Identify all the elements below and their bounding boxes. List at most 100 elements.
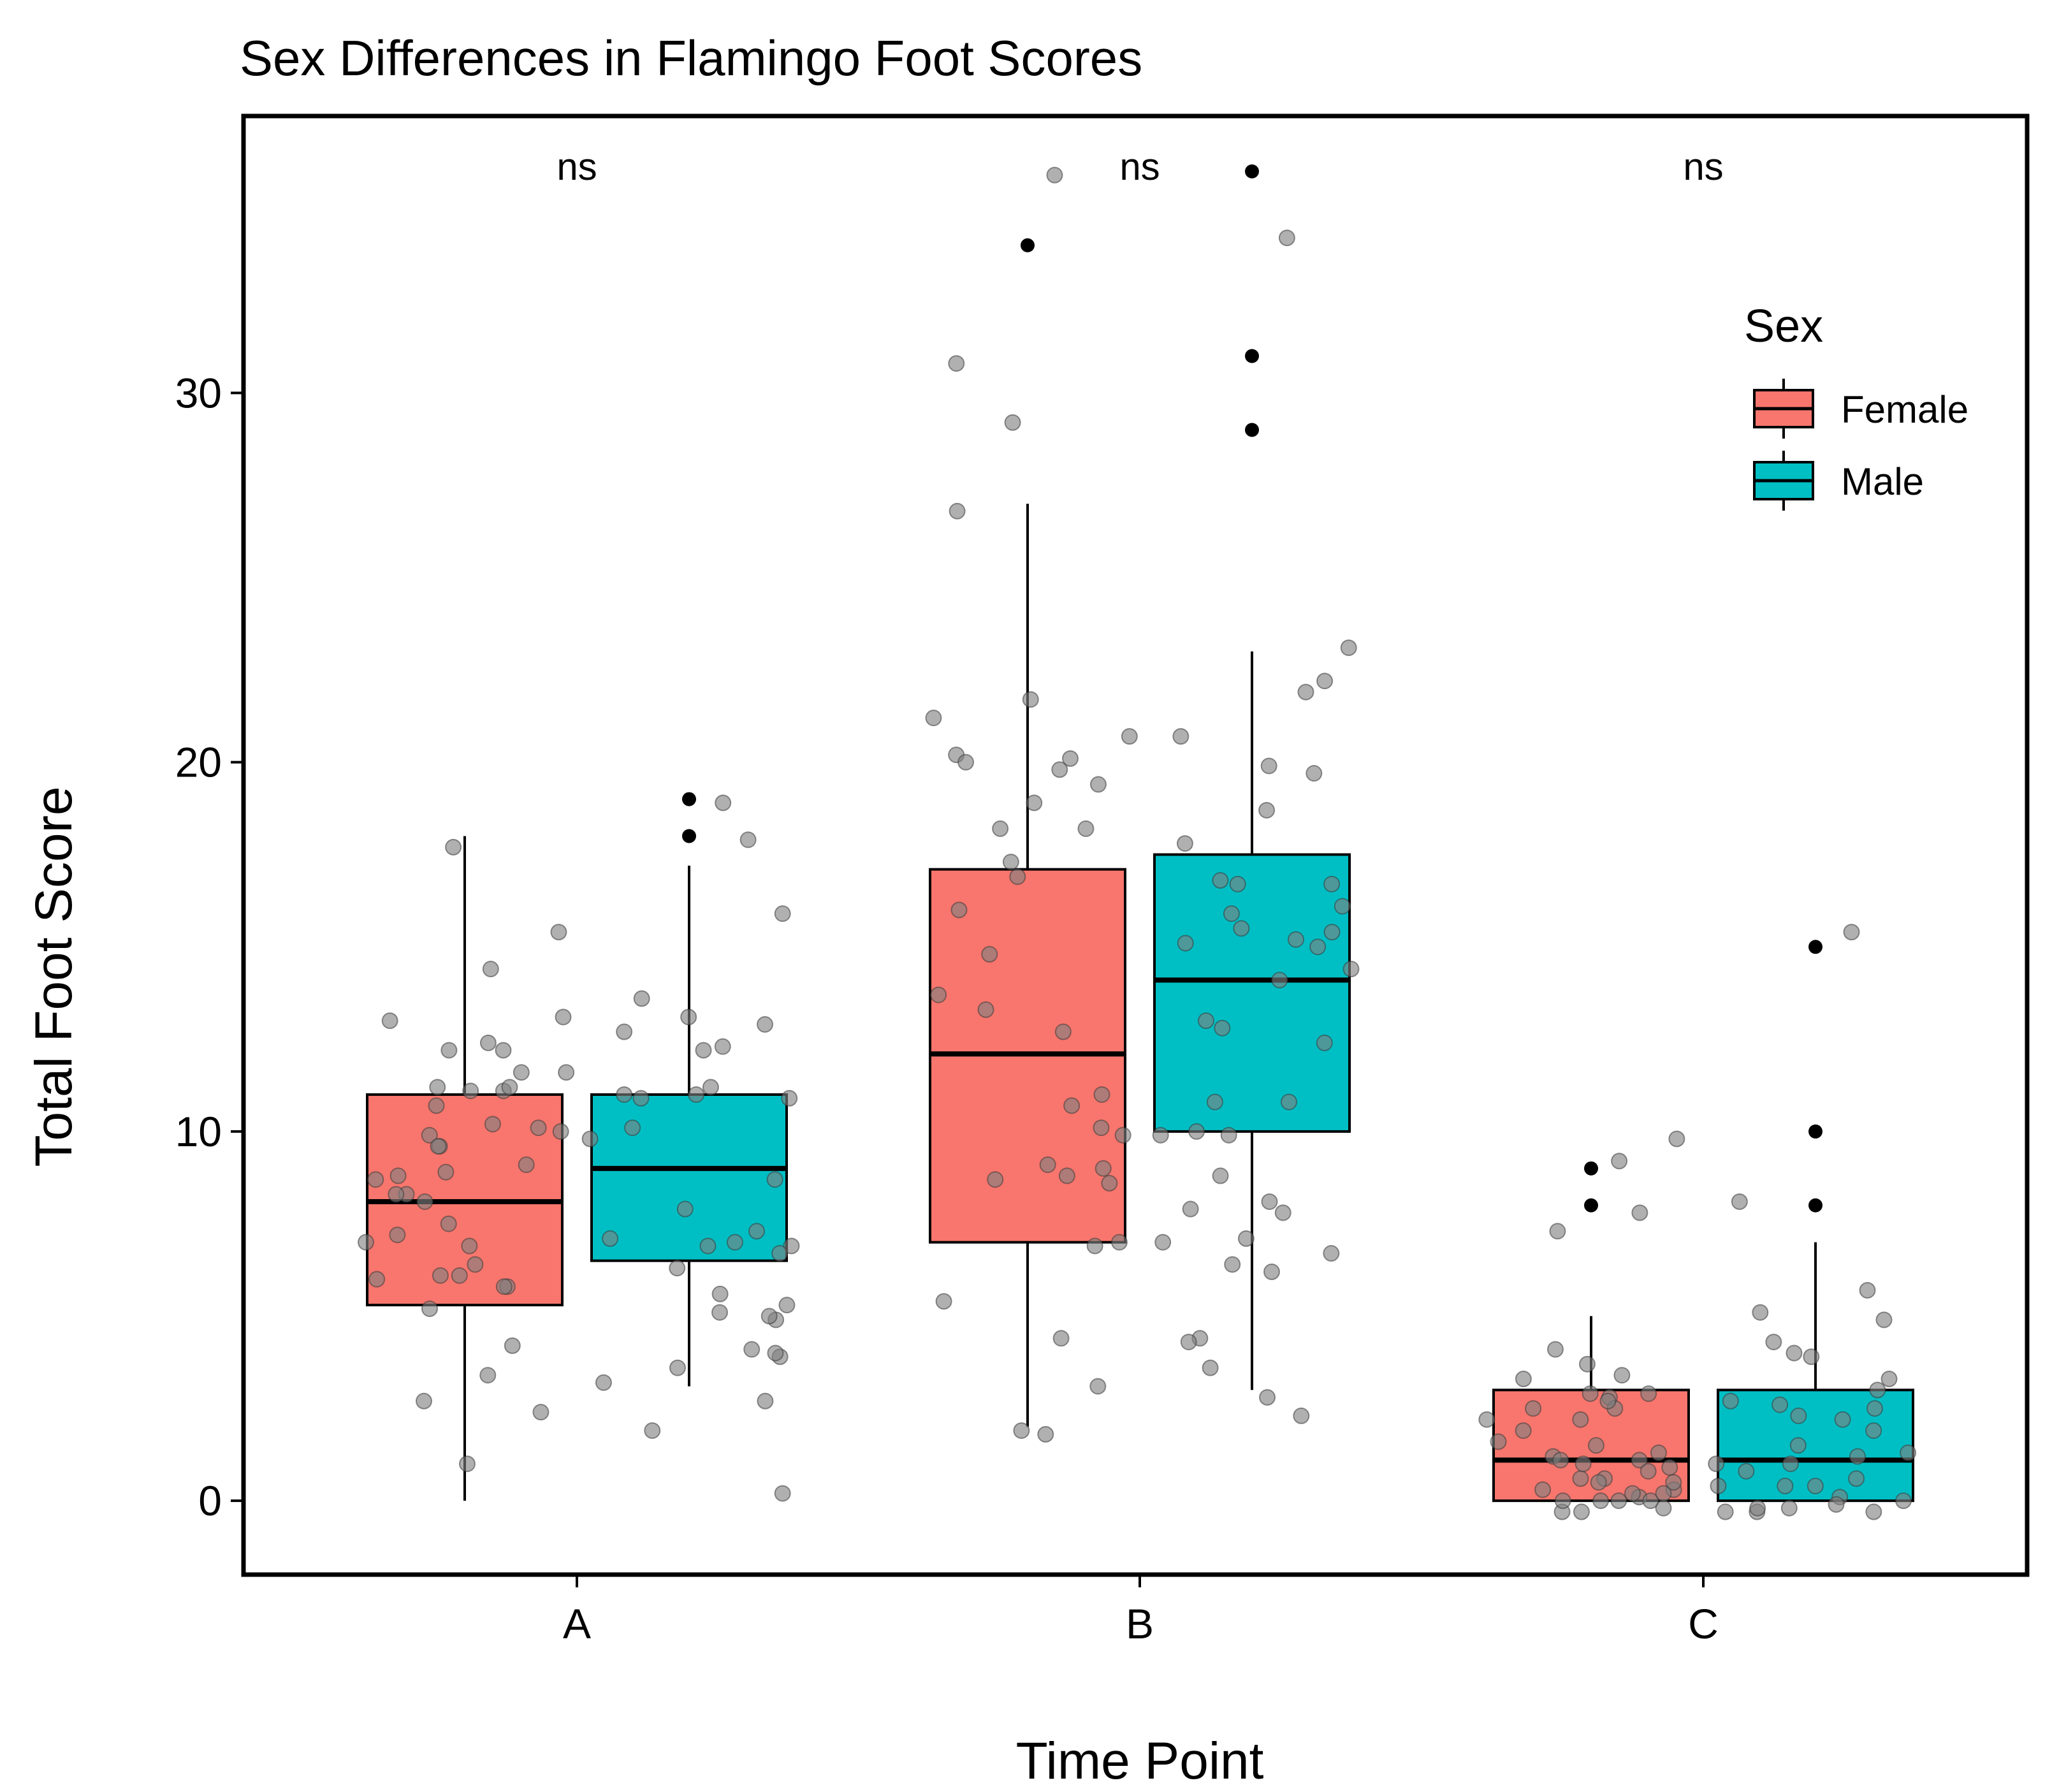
outlier-point bbox=[1245, 164, 1259, 178]
data-point bbox=[1212, 872, 1229, 889]
data-point bbox=[1258, 801, 1276, 819]
data-point bbox=[1624, 1485, 1641, 1502]
data-point bbox=[981, 945, 998, 963]
jitter-male-B bbox=[1152, 229, 1360, 1424]
data-point bbox=[1280, 1093, 1297, 1111]
data-point bbox=[1642, 1492, 1659, 1510]
data-point bbox=[1152, 1126, 1169, 1144]
data-point bbox=[1293, 1407, 1310, 1424]
box-female-B bbox=[929, 238, 1126, 1427]
data-point bbox=[1188, 1123, 1205, 1140]
data-point bbox=[558, 1064, 575, 1081]
data-point bbox=[935, 1293, 952, 1310]
data-point bbox=[1782, 1455, 1799, 1473]
outlier-point bbox=[682, 792, 696, 806]
data-point bbox=[1590, 1474, 1607, 1491]
data-point bbox=[757, 1392, 774, 1410]
data-point bbox=[1278, 229, 1295, 247]
data-point bbox=[1316, 673, 1334, 690]
data-point bbox=[1077, 820, 1095, 837]
legend-label-female: Female bbox=[1841, 388, 1968, 431]
data-point bbox=[1807, 1477, 1824, 1494]
data-point bbox=[1777, 1477, 1794, 1494]
data-point bbox=[367, 1171, 384, 1188]
data-point bbox=[504, 1337, 521, 1354]
panel-border bbox=[241, 113, 2030, 1577]
data-point bbox=[501, 1079, 518, 1096]
data-point bbox=[1287, 931, 1304, 948]
data-point bbox=[1587, 1437, 1604, 1454]
outlier-point bbox=[1808, 1198, 1823, 1213]
data-point bbox=[781, 1089, 798, 1107]
data-point bbox=[680, 1009, 697, 1026]
data-point bbox=[429, 1079, 446, 1096]
data-point bbox=[479, 1034, 497, 1051]
data-point bbox=[532, 1404, 549, 1421]
data-point bbox=[767, 1344, 784, 1362]
data-point bbox=[530, 1119, 547, 1137]
data-point bbox=[624, 1119, 641, 1137]
data-point bbox=[1515, 1422, 1532, 1439]
data-point bbox=[1661, 1459, 1678, 1476]
data-point bbox=[1274, 1204, 1291, 1221]
data-point bbox=[1631, 1452, 1648, 1469]
outlier-point bbox=[1808, 940, 1823, 954]
legend-item-male: Male bbox=[1753, 451, 1924, 511]
data-point bbox=[389, 1227, 406, 1244]
data-point bbox=[616, 1086, 633, 1103]
data-point bbox=[388, 1186, 405, 1203]
data-point bbox=[430, 1138, 447, 1155]
data-point bbox=[1089, 1378, 1107, 1395]
chart-title: Sex Differences in Flamingo Foot Scores bbox=[240, 30, 1142, 86]
data-point bbox=[930, 986, 947, 1003]
data-point bbox=[1323, 875, 1341, 892]
data-point bbox=[1342, 961, 1360, 978]
data-point bbox=[1197, 1012, 1214, 1030]
data-point bbox=[1229, 875, 1246, 892]
box-male-B bbox=[1153, 164, 1351, 1390]
data-point bbox=[711, 1304, 729, 1321]
data-point bbox=[595, 1374, 612, 1391]
data-point bbox=[1093, 1119, 1110, 1137]
data-point bbox=[1263, 1264, 1280, 1281]
data-point bbox=[711, 1285, 729, 1302]
data-point bbox=[1478, 1411, 1495, 1428]
data-point bbox=[1525, 1400, 1542, 1417]
outlier-point bbox=[1584, 1198, 1598, 1213]
data-point bbox=[1534, 1481, 1552, 1498]
data-point bbox=[1046, 166, 1063, 184]
jitter-male-A bbox=[581, 794, 800, 1502]
data-point bbox=[1182, 1200, 1199, 1218]
jitter-female-B bbox=[925, 166, 1138, 1443]
data-point bbox=[1114, 1126, 1131, 1144]
outlier-point bbox=[1584, 1161, 1598, 1176]
data-point bbox=[421, 1300, 439, 1317]
jitter-female-A bbox=[357, 838, 575, 1473]
data-point bbox=[774, 905, 791, 922]
data-point bbox=[550, 924, 567, 941]
data-point bbox=[1790, 1407, 1807, 1424]
data-point bbox=[1323, 924, 1341, 941]
data-point bbox=[518, 1156, 535, 1174]
data-point bbox=[1054, 1023, 1072, 1040]
data-point bbox=[925, 710, 942, 727]
data-point bbox=[495, 1278, 513, 1295]
data-point bbox=[1900, 1444, 1917, 1461]
data-point bbox=[1549, 1223, 1566, 1240]
data-point bbox=[1224, 1256, 1241, 1273]
data-point bbox=[1052, 1330, 1070, 1347]
data-point bbox=[676, 1200, 694, 1218]
data-point bbox=[1095, 1160, 1112, 1177]
data-point bbox=[1037, 1425, 1054, 1443]
data-point bbox=[1572, 1411, 1589, 1428]
data-point bbox=[451, 1267, 468, 1284]
data-point bbox=[1765, 1334, 1782, 1351]
data-point bbox=[1309, 938, 1327, 956]
data-point bbox=[771, 1245, 789, 1262]
jitter-male-C bbox=[1708, 924, 1917, 1520]
outlier-point bbox=[1021, 238, 1035, 252]
data-point bbox=[1582, 1385, 1599, 1402]
data-point bbox=[1121, 728, 1138, 745]
data-point bbox=[633, 990, 650, 1007]
data-point bbox=[440, 1215, 457, 1232]
